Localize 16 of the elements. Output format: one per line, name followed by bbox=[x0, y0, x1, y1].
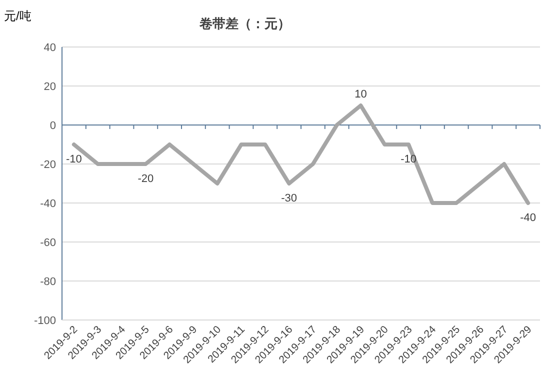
data-label: -10 bbox=[66, 154, 82, 166]
data-label: -10 bbox=[400, 154, 417, 166]
y-tick-label: -100 bbox=[34, 315, 56, 327]
data-label: -20 bbox=[138, 173, 154, 185]
y-tick-label: 20 bbox=[44, 81, 56, 93]
data-label: -30 bbox=[281, 192, 298, 204]
y-tick-label: -20 bbox=[40, 159, 56, 171]
y-tick-label: -40 bbox=[40, 198, 56, 210]
data-label: 10 bbox=[354, 88, 367, 100]
data-label: -40 bbox=[520, 212, 536, 224]
y-tick-label: 0 bbox=[50, 120, 56, 132]
y-tick-label: -60 bbox=[40, 237, 56, 249]
chart-title: 卷带差（：元） bbox=[198, 16, 290, 31]
y-tick-label: 40 bbox=[44, 42, 56, 54]
y-axis-title: 元/吨 bbox=[4, 9, 32, 23]
y-tick-label: -80 bbox=[40, 276, 56, 288]
